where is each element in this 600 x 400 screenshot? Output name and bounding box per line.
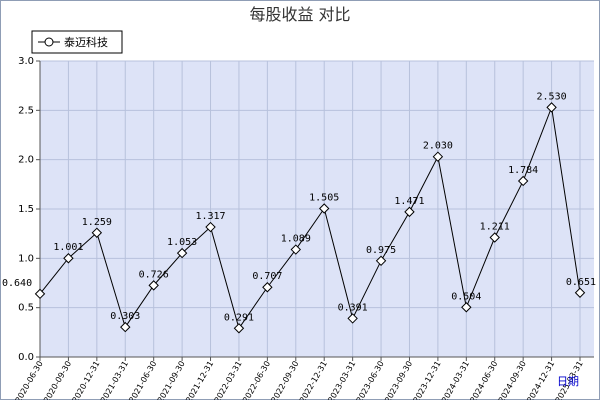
- y-tick-labels: 0.0 0.5 1.0 1.5 2.0 2.5 3.0: [18, 56, 34, 363]
- data-label: 0.291: [224, 312, 254, 323]
- data-point-marker: [461, 302, 472, 313]
- data-label: 1.471: [394, 196, 424, 207]
- y-tick-label: 1.0: [18, 253, 34, 264]
- data-point-marker: [290, 244, 301, 255]
- data-point-marker: [404, 206, 415, 218]
- series-line-path: [39, 105, 581, 330]
- data-point-marker: [574, 287, 586, 298]
- x-tick-label: 2024-06-30: [468, 359, 499, 400]
- data-label: 1.259: [82, 217, 112, 228]
- data-label: 1.317: [195, 211, 225, 222]
- data-point-marker: [34, 288, 46, 300]
- data-label: 2.530: [537, 91, 567, 102]
- data-label: 0.651: [566, 277, 596, 288]
- data-point-marker: [432, 151, 444, 162]
- data-point-marker: [120, 321, 131, 333]
- y-tick-label: 1.5: [18, 204, 34, 215]
- x-tick-label: 2021-12-31: [184, 360, 215, 400]
- y-tick-label: 0.5: [18, 303, 34, 314]
- x-tick-label: 2022-03-31: [213, 360, 244, 400]
- x-tick-label: 2020-12-31: [71, 360, 102, 400]
- x-tick-label: 2023-09-30: [383, 360, 414, 400]
- data-point-marker: [546, 102, 557, 113]
- data-point-marker: [91, 227, 103, 238]
- x-tick-label: 2024-03-31: [440, 360, 471, 400]
- data-point-marker: [375, 255, 387, 267]
- x-tick-label: 2021-09-30: [156, 360, 187, 400]
- data-label: 0.640: [2, 278, 32, 289]
- data-label: 1.089: [281, 234, 311, 245]
- data-label: 1.784: [508, 165, 538, 176]
- data-point-marker: [63, 253, 74, 264]
- legend-item-label: 泰迈科技: [64, 35, 108, 49]
- x-tick-label: 2022-12-31: [298, 360, 329, 400]
- x-tick-label: 2023-06-30: [355, 360, 386, 400]
- legend-circle-marker: [44, 37, 54, 47]
- data-point-marker: [489, 232, 500, 243]
- x-tick-label: 2021-06-30: [127, 360, 158, 400]
- data-label: 1.505: [309, 193, 339, 204]
- x-axis-label: 日期: [557, 375, 579, 388]
- x-tick-label: 2021-03-31: [99, 360, 130, 400]
- x-tick-label: 2023-12-31: [412, 360, 443, 400]
- data-labels: 0.640 1.001 1.259 0.303 0.726 1.053 1.317 0.291…: [2, 91, 596, 323]
- data-label: 1.053: [167, 237, 197, 248]
- x-tick-label: 2020-09-30: [42, 360, 73, 400]
- series-line: [34, 102, 586, 334]
- y-tick-label: 0.0: [18, 352, 34, 363]
- data-label: 2.030: [423, 141, 453, 152]
- data-point-marker: [205, 221, 216, 233]
- data-label: 0.303: [110, 311, 140, 322]
- data-point-marker: [347, 313, 358, 324]
- x-tick-label: 2024-12-31: [525, 360, 556, 400]
- x-tick-label: 2023-03-31: [326, 360, 357, 400]
- legend-box: [31, 30, 123, 54]
- data-label: 0.391: [338, 302, 368, 313]
- data-point-marker: [233, 323, 245, 334]
- data-point-marker: [148, 280, 159, 291]
- y-tick-label: 3.0: [18, 56, 34, 67]
- data-label: 1.211: [480, 222, 510, 233]
- axes: [36, 60, 594, 361]
- grid-lines: [39, 60, 594, 358]
- data-point-marker: [319, 203, 330, 214]
- legend: 泰迈科技: [31, 30, 123, 54]
- x-tick-labels: 2020-06-302020-09-302020-12-312021-03-31…: [14, 359, 585, 400]
- x-tick-label: 2022-09-30: [269, 360, 300, 400]
- x-tick-label: 2024-09-30: [497, 360, 528, 400]
- data-label: 0.707: [252, 271, 282, 282]
- data-label: 1.001: [53, 242, 83, 253]
- data-point-marker: [517, 175, 529, 187]
- x-tick-label: 2020-06-30: [14, 360, 45, 400]
- data-label: 0.726: [139, 269, 169, 280]
- data-point-marker: [176, 247, 188, 259]
- data-point-marker: [262, 282, 273, 293]
- y-tick-label: 2.0: [18, 155, 34, 166]
- data-label: 0.975: [366, 245, 396, 256]
- chart-title: 每股收益 对比: [249, 5, 350, 24]
- data-label: 0.504: [451, 291, 481, 302]
- y-tick-label: 2.5: [18, 105, 34, 116]
- x-tick-label: 2022-06-30: [241, 360, 272, 400]
